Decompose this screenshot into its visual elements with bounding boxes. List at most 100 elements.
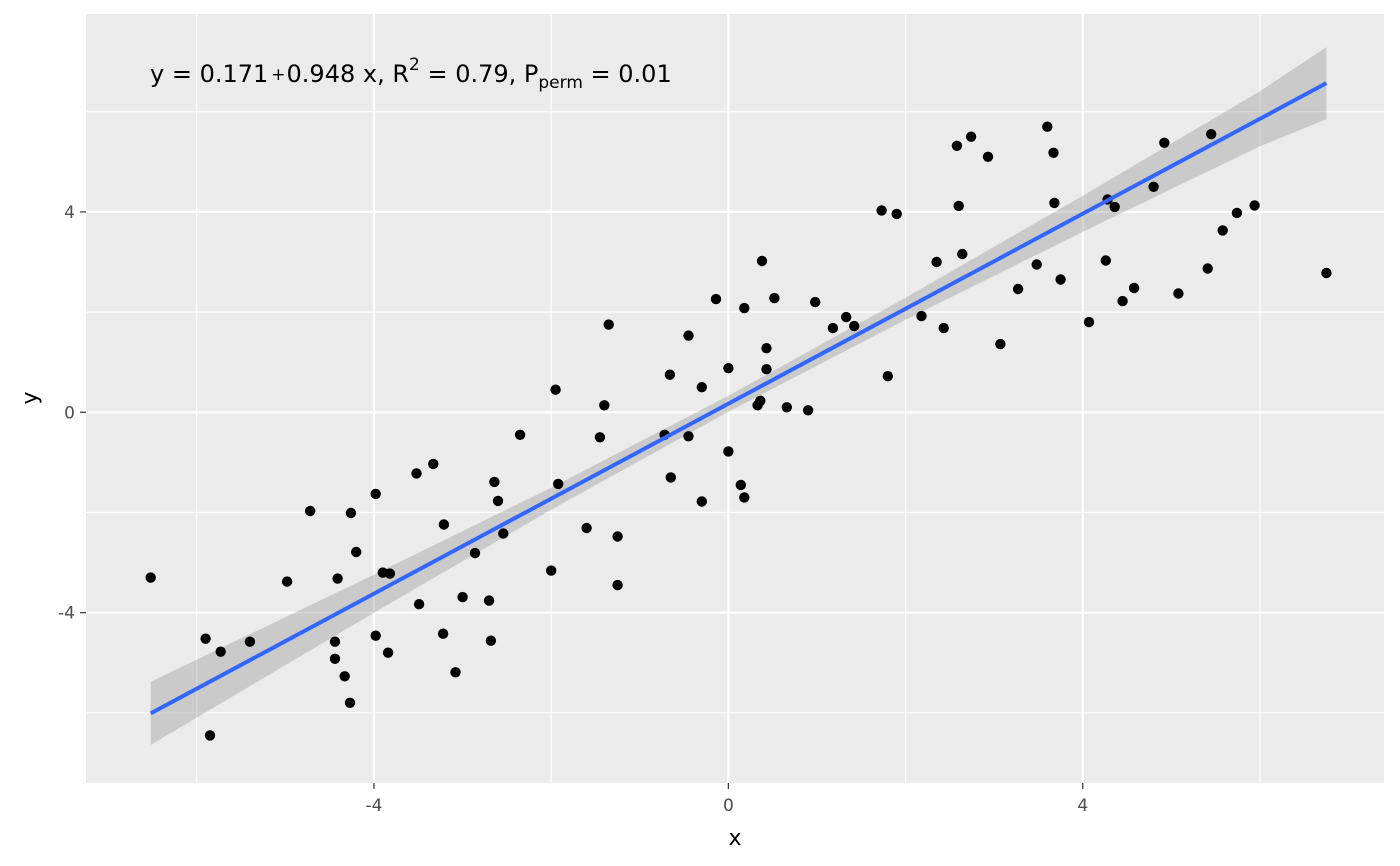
data-point [329, 636, 341, 647]
data-point [957, 248, 968, 260]
data-point [457, 591, 468, 603]
data-point [546, 565, 557, 576]
data-point [594, 432, 606, 443]
data-point [413, 599, 425, 610]
tick-labels: -4 0 4 -4 0 4 [58, 203, 1088, 816]
data-point [411, 468, 422, 479]
data-point [841, 311, 852, 323]
data-point [351, 546, 362, 558]
data-point [965, 131, 977, 142]
data-point [953, 200, 964, 212]
data-point [761, 343, 772, 354]
data-point [489, 476, 500, 488]
data-point [951, 140, 963, 151]
data-point [916, 310, 927, 322]
data-point [1231, 207, 1243, 219]
y-tick-label: 0 [64, 403, 75, 423]
data-point [581, 522, 592, 534]
data-point [603, 319, 614, 330]
data-point [1083, 316, 1095, 328]
data-point [483, 595, 495, 606]
data-point [1055, 274, 1066, 285]
data-point [345, 507, 357, 519]
data-point [492, 495, 504, 507]
data-point [1117, 295, 1128, 307]
data-point [612, 579, 623, 591]
data-point [281, 576, 293, 587]
data-point [498, 528, 509, 539]
data-point [664, 369, 676, 380]
data-point [931, 256, 942, 268]
data-point [891, 208, 902, 220]
data-point [755, 395, 766, 406]
data-point [723, 363, 734, 374]
minor-gridlines [86, 14, 1384, 783]
data-point [599, 400, 610, 411]
axis-ticks [80, 211, 1084, 789]
data-point [1321, 267, 1332, 279]
data-point [696, 382, 707, 393]
x-axis-title: x [728, 826, 741, 851]
data-point [756, 255, 768, 267]
data-point [1048, 147, 1059, 158]
data-point [332, 573, 343, 584]
x-tick-label: 0 [723, 796, 734, 816]
data-point [995, 338, 1006, 350]
data-point [1206, 129, 1217, 140]
data-point [553, 478, 564, 490]
data-point [1128, 282, 1140, 294]
data-point [1148, 181, 1159, 192]
regression-equation: y = 0.171 +0.948 x, R2 = 0.79, Pperm = 0.… [150, 55, 672, 93]
data-point [938, 322, 949, 334]
data-point [344, 697, 356, 708]
data-point [200, 633, 211, 644]
data-point [145, 572, 156, 583]
major-gridlines [86, 14, 1384, 783]
data-point [384, 568, 396, 579]
data-point [1159, 137, 1170, 148]
data-point [739, 492, 750, 503]
data-point [329, 653, 341, 664]
data-point [769, 292, 780, 304]
y-tick-label: -4 [58, 604, 75, 624]
data-point [1109, 201, 1120, 213]
data-point [204, 730, 216, 741]
data-point [305, 505, 316, 517]
data-point [485, 635, 497, 646]
data-point [735, 479, 746, 491]
data-point [802, 405, 814, 416]
data-point [781, 402, 792, 413]
data-point [428, 458, 439, 470]
data-point [1217, 225, 1228, 236]
data-point [1012, 283, 1024, 295]
data-point [665, 472, 676, 483]
data-point [1049, 197, 1060, 209]
y-axis-title: y [18, 391, 43, 404]
data-point [876, 205, 887, 216]
data-point [1173, 288, 1184, 299]
x-tick-label: -4 [365, 796, 382, 816]
x-tick-label: 4 [1077, 796, 1088, 816]
data-point [450, 667, 461, 678]
data-point [849, 320, 860, 332]
data-point [723, 446, 734, 457]
data-point [215, 646, 226, 657]
data-points [145, 121, 1332, 741]
data-point [827, 322, 839, 334]
data-point [382, 647, 394, 658]
data-point [761, 364, 772, 375]
data-point [696, 496, 707, 507]
data-point [469, 547, 481, 559]
data-point [683, 431, 694, 442]
y-tick-label: 4 [64, 203, 75, 223]
data-point [370, 488, 381, 500]
data-point [739, 302, 750, 314]
data-point [370, 630, 381, 641]
data-point [612, 531, 623, 542]
data-point [882, 371, 893, 382]
data-point [982, 151, 994, 162]
data-point [1202, 263, 1213, 274]
data-point [710, 293, 722, 305]
data-point [514, 429, 526, 440]
